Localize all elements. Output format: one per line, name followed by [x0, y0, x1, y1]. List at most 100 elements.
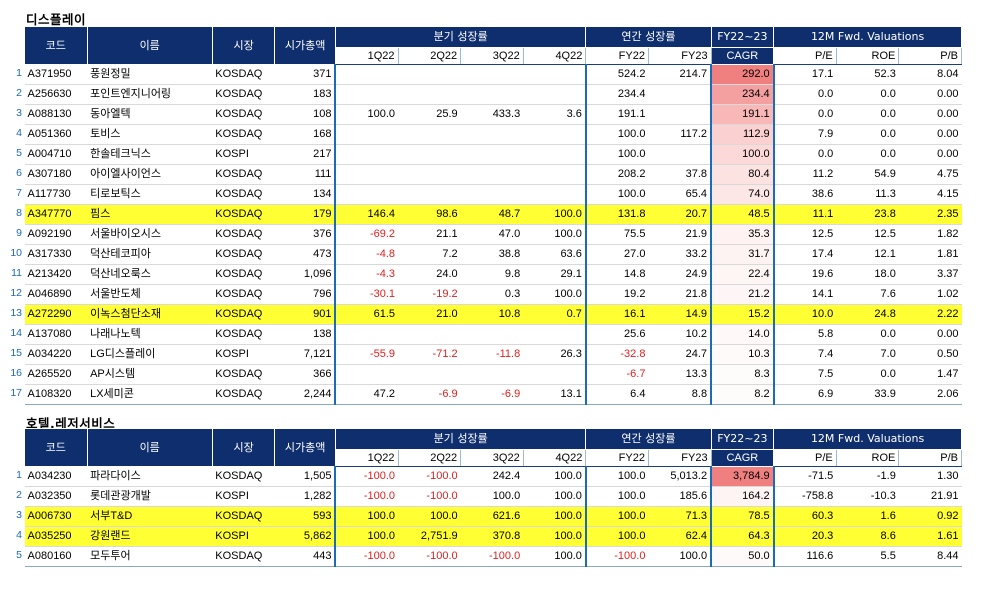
row-number: 17: [10, 387, 22, 399]
cell-fy22: 208.2: [585, 164, 649, 185]
cell-code: A051360: [24, 124, 88, 145]
table-row[interactable]: A032350 롯데관광개발 KOSPI 1,282 -100.0 -100.0 100.0…: [24, 486, 962, 507]
cell-name: AP시스템: [87, 364, 213, 385]
header-3q22[interactable]: 3Q22: [460, 449, 524, 467]
table-row[interactable]: A004710 한솔테크닉스 KOSPI 217 100.0 100.0 0.0 0.0 0.0…: [24, 144, 962, 165]
header-valuations: 12M Fwd. Valuations: [773, 428, 962, 450]
header-2q22[interactable]: 2Q22: [397, 449, 462, 467]
header-4q22[interactable]: 4Q22: [522, 47, 587, 65]
cell-cagr: 14.0: [711, 324, 775, 345]
cell-q2: [398, 184, 461, 205]
header-4q22[interactable]: 4Q22: [522, 449, 587, 467]
header-code[interactable]: 코드: [24, 26, 88, 65]
cell-q1: -55.9: [335, 344, 399, 365]
header-1q22[interactable]: 1Q22: [334, 449, 399, 467]
row-number: 9: [16, 227, 22, 239]
cell-code: A108320: [24, 384, 88, 405]
header-pe[interactable]: P/E: [773, 449, 837, 467]
header-fy23[interactable]: FY23: [647, 449, 712, 467]
table-row[interactable]: A006730 서부T&D KOSDAQ 593 100.0 100.0 621.6 100.…: [24, 506, 962, 527]
header-2q22[interactable]: 2Q22: [397, 47, 462, 65]
cell-pe: -758.8: [773, 486, 837, 507]
cell-q1: [335, 124, 399, 145]
cell-cap: 108: [274, 104, 337, 125]
cell-name: LX세미콘: [87, 384, 213, 405]
cell-name: 모두투어: [87, 546, 213, 567]
table-row[interactable]: A272290 이녹스첨단소재 KOSDAQ 901 61.5 21.0 10.8 0.7 16…: [24, 304, 962, 325]
cell-pb: 1.61: [898, 526, 962, 547]
cell-fy22: 100.0: [585, 506, 649, 527]
cell-pe: 10.0: [773, 304, 837, 325]
table-row[interactable]: A307180 아이엘사이언스 KOSDAQ 111 208.2 37.8 80.4 11.2…: [24, 164, 962, 185]
cell-pb: 1.30: [898, 466, 962, 487]
table-row[interactable]: A108320 LX세미콘 KOSDAQ 2,244 47.2 -6.9 -6.9 13.1 6…: [24, 384, 962, 405]
cell-fy23: 65.4: [648, 184, 713, 205]
header-market[interactable]: 시장: [211, 26, 276, 65]
header-fy23[interactable]: FY23: [647, 47, 712, 65]
cell-pb: 3.37: [898, 264, 962, 285]
row-number: 12: [10, 287, 22, 299]
table-row[interactable]: A051360 토비스 KOSDAQ 168 100.0 117.2 112.9 7.9 0.0…: [24, 124, 962, 145]
header-roe[interactable]: ROE: [835, 47, 900, 65]
cell-cap: 371: [274, 64, 337, 85]
table-row[interactable]: A092190 서울바이오시스 KOSDAQ 376 -69.2 21.1 47.0 100.…: [24, 224, 962, 245]
table-row[interactable]: A265520 AP시스템 KOSDAQ 366 -6.7 13.3 8.3 7.5 0.0 1.…: [24, 364, 962, 385]
cell-cap: 2,244: [274, 384, 337, 405]
header-roe[interactable]: ROE: [835, 449, 900, 467]
cell-market: KOSDAQ: [212, 284, 275, 305]
header-pb[interactable]: P/B: [898, 449, 962, 467]
cell-name: LG디스플레이: [87, 344, 213, 365]
cell-fy22: -32.8: [585, 344, 649, 365]
cell-code: A046890: [24, 284, 88, 305]
table-row[interactable]: A347770 핌스 KOSDAQ 179 146.4 98.6 48.7 100.0 131.…: [24, 204, 962, 225]
header-market-cap[interactable]: 시가총액: [274, 26, 336, 65]
cell-cagr: 48.5: [711, 204, 775, 225]
cell-q4: [523, 164, 587, 185]
cell-pb: 4.75: [898, 164, 962, 185]
header-pb[interactable]: P/B: [898, 47, 962, 65]
cell-q1: -4.3: [335, 264, 399, 285]
cell-code: A034220: [24, 344, 88, 365]
cell-pb: 0.92: [898, 506, 962, 527]
header-fy22[interactable]: FY22: [585, 449, 649, 467]
table-row[interactable]: A137080 나래나노텍 KOSDAQ 138 25.6 10.2 14.0 5.8 0.0 0…: [24, 324, 962, 345]
cell-roe: 0.0: [836, 364, 899, 385]
header-market[interactable]: 시장: [211, 428, 276, 467]
cell-q2: -100.0: [398, 486, 461, 507]
header-pe[interactable]: P/E: [773, 47, 837, 65]
header-cagr[interactable]: CAGR: [710, 449, 775, 467]
cell-name: 동아엘텍: [87, 104, 213, 125]
table-row[interactable]: A034230 파라다이스 KOSDAQ 1,505 -100.0 -100.0 242.4…: [24, 466, 962, 487]
header-market-cap[interactable]: 시가총액: [274, 428, 336, 467]
table-row[interactable]: A080160 모두투어 KOSDAQ 443 -100.0 -100.0 -100.0 10…: [24, 546, 962, 567]
table-row[interactable]: A034220 LG디스플레이 KOSPI 7,121 -55.9 -71.2 -11.8 2…: [24, 344, 962, 365]
cell-cap: 376: [274, 224, 337, 245]
header-1q22[interactable]: 1Q22: [334, 47, 399, 65]
cell-fy22: 100.0: [585, 486, 649, 507]
cell-pe: 17.4: [773, 244, 837, 265]
table-row[interactable]: A035250 강원랜드 KOSPI 5,862 100.0 2,751.9 370.8 10…: [24, 526, 962, 547]
table-row[interactable]: A317330 덕산테코피아 KOSDAQ 473 -4.8 7.2 38.8 63.6 27.…: [24, 244, 962, 265]
table-row[interactable]: A046890 서울반도체 KOSDAQ 796 -30.1 -19.2 0.3 100.0 1…: [24, 284, 962, 305]
header-3q22[interactable]: 3Q22: [460, 47, 524, 65]
cell-market: KOSDAQ: [212, 466, 275, 487]
header-name[interactable]: 이름: [86, 428, 213, 467]
header-name[interactable]: 이름: [86, 26, 213, 65]
table-row[interactable]: A256630 포인트엔지니어링 KOSDAQ 183 234.4 234.4 0.0 0.0…: [24, 84, 962, 105]
table-row[interactable]: A371950 풍원정밀 KOSDAQ 371 524.2 214.7 292.0 17.1 5…: [24, 64, 962, 85]
table-row[interactable]: A117730 티로보틱스 KOSDAQ 134 100.0 65.4 74.0 38.6 11…: [24, 184, 962, 205]
table-row[interactable]: A088130 동아엘텍 KOSDAQ 108 100.0 25.9 433.3 3.6 191…: [24, 104, 962, 125]
cell-q2: 7.2: [398, 244, 461, 265]
header-code[interactable]: 코드: [24, 428, 88, 467]
cell-q2: 21.1: [398, 224, 461, 245]
header-fy22[interactable]: FY22: [585, 47, 649, 65]
cell-fy22: 25.6: [585, 324, 649, 345]
row-number: 14: [10, 327, 22, 339]
cell-name: 포인트엔지니어링: [87, 84, 213, 105]
cell-q4: 3.6: [523, 104, 587, 125]
header-cagr[interactable]: CAGR: [710, 47, 775, 65]
table-row[interactable]: A213420 덕산네오룩스 KOSDAQ 1,096 -4.3 24.0 9.8 29.1 1…: [24, 264, 962, 285]
cell-q4: [523, 84, 587, 105]
cell-pb: 2.35: [898, 204, 962, 225]
cell-cap: 217: [274, 144, 337, 165]
